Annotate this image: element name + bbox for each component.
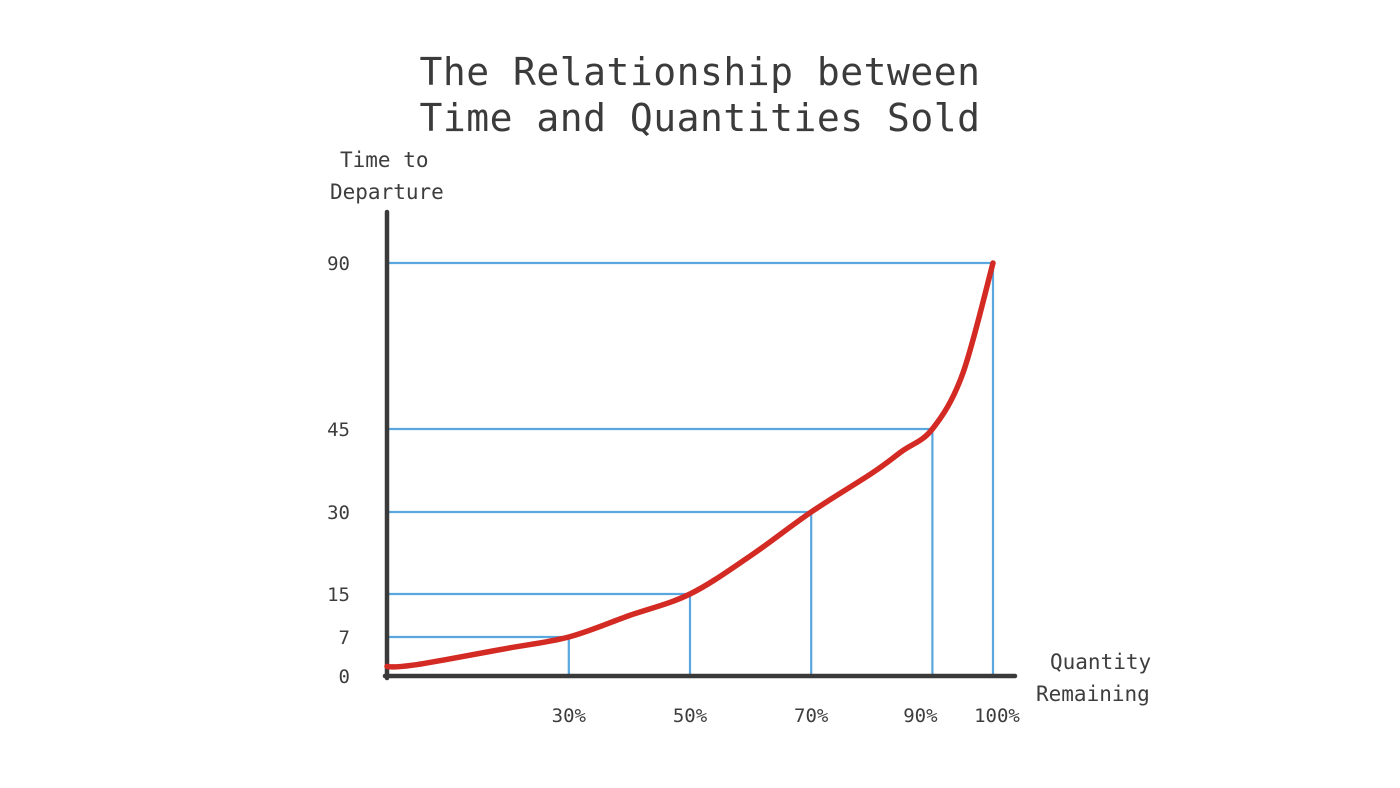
y-tick-label-0: 0 bbox=[339, 666, 350, 688]
y-tick-label-3: 30 bbox=[327, 502, 350, 524]
y-tick-label-4: 45 bbox=[327, 419, 350, 441]
y-axis-label-line-2: Departure bbox=[330, 180, 444, 204]
x-axis-label-line-2: Remaining bbox=[1036, 682, 1150, 706]
x-tick-label-1: 50% bbox=[673, 705, 708, 727]
y-tick-label-5: 90 bbox=[327, 253, 350, 275]
chart-title-line-2: Time and Quantities Sold bbox=[419, 96, 981, 140]
x-tick-label-2: 70% bbox=[794, 705, 829, 727]
x-tick-label-0: 30% bbox=[552, 705, 587, 727]
y-tick-label-1: 7 bbox=[339, 627, 350, 649]
x-tick-label-3: 90% bbox=[903, 705, 938, 727]
y-tick-label-2: 15 bbox=[327, 584, 350, 606]
chart-title-line-1: The Relationship between bbox=[419, 50, 981, 94]
x-axis-label-line-1: Quantity bbox=[1050, 650, 1152, 674]
x-tick-label-4: 100% bbox=[974, 705, 1020, 727]
y-axis-label-line-1: Time to bbox=[340, 148, 429, 172]
series-line bbox=[384, 260, 996, 670]
